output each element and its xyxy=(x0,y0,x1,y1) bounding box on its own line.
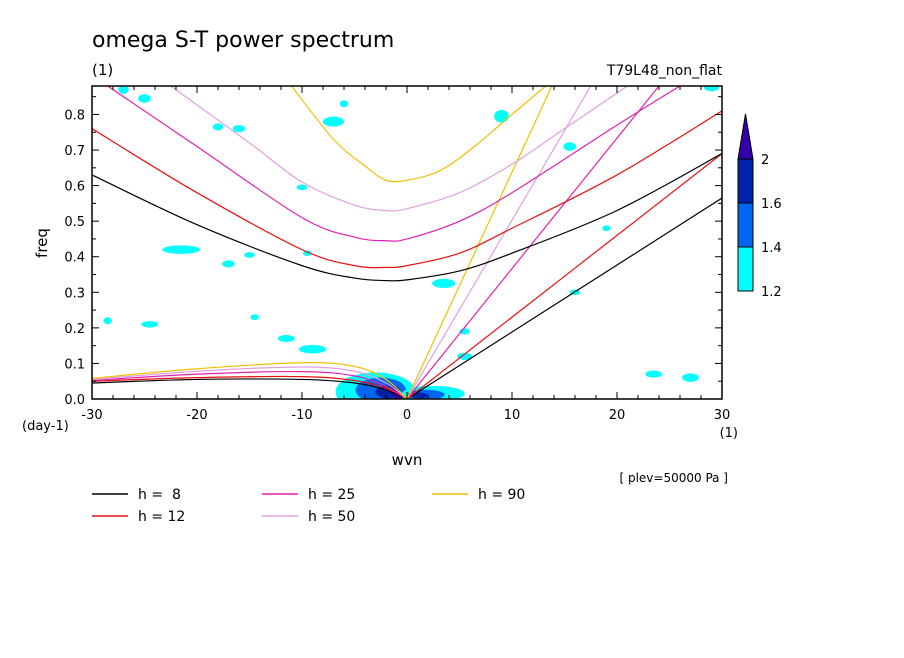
kelvin-curve-h50 xyxy=(406,86,592,399)
y-tick-label: 0.2 xyxy=(64,322,85,337)
er-n1-curve-h50 xyxy=(92,366,408,399)
y-tick-label: 0.8 xyxy=(64,108,85,123)
y-tick-label: 0.1 xyxy=(64,357,85,372)
colorbar-label: 1.2 xyxy=(761,285,782,300)
x-tick-label: 20 xyxy=(609,408,626,423)
power-patch xyxy=(432,278,456,289)
power-patch xyxy=(339,100,349,108)
colorbar-label: 2 xyxy=(761,153,769,168)
power-patch xyxy=(141,321,159,328)
y-tick-label: 0.5 xyxy=(64,215,85,230)
colorbar-segment xyxy=(737,158,754,204)
colorbar-arrow xyxy=(737,113,754,160)
ig-n1-curve-h8 xyxy=(92,153,722,282)
power-patch xyxy=(645,370,663,378)
power-patch xyxy=(563,142,577,151)
chart-subtitle-left: (1) xyxy=(92,61,113,79)
x-axis-unit: (1) xyxy=(720,426,738,441)
ig-n1-curve-h90 xyxy=(291,86,546,183)
y-tick-label: 0.6 xyxy=(64,180,85,195)
kelvin-curve-h8 xyxy=(406,197,722,399)
power-patch xyxy=(682,373,699,382)
legend-label: h = 90 xyxy=(478,487,525,503)
colorbar-segment xyxy=(737,246,754,292)
power-patch xyxy=(162,245,201,254)
plot-frame xyxy=(91,85,723,400)
y-axis-unit: (day-1) xyxy=(22,419,69,434)
x-tick-label: 30 xyxy=(714,408,731,423)
er-n1-curve-h12 xyxy=(92,375,408,399)
power-patch xyxy=(704,86,719,92)
er-n1-curve-h8 xyxy=(92,378,408,399)
power-patch xyxy=(494,109,509,123)
y-tick-label: 0.0 xyxy=(64,393,85,408)
kelvin-curve-h12 xyxy=(406,153,722,399)
dispersion-curves xyxy=(92,86,722,399)
legend-label: h = 25 xyxy=(308,487,355,503)
er-n1-curve-h90 xyxy=(92,362,408,399)
colorbar-label: 1.6 xyxy=(761,197,782,212)
chart-title: omega S-T power spectrum xyxy=(92,28,394,53)
x-tick-label: -20 xyxy=(186,408,207,423)
power-patch xyxy=(244,252,255,258)
power-patch xyxy=(118,86,129,94)
x-tick-label: -10 xyxy=(291,408,312,423)
power-patch xyxy=(138,94,151,103)
power-patch xyxy=(250,314,259,321)
colorbar-segment xyxy=(737,202,754,248)
er-n1-curve-h25 xyxy=(92,370,408,399)
plev-annotation: [ plev=50000 Pa ] xyxy=(619,471,728,485)
y-tick-label: 0.7 xyxy=(64,144,85,159)
ig-n1-curve-h25 xyxy=(107,86,681,242)
kelvin-curve-h90 xyxy=(406,86,553,399)
ig-n1-curve-h50 xyxy=(170,86,628,212)
power-patch xyxy=(298,344,327,354)
y-tick-label: 0.4 xyxy=(64,251,85,266)
legend: h = 8 h = 12 h = 25 h = 50 h = 90 xyxy=(92,487,525,525)
power-patch xyxy=(303,250,312,257)
power-patch xyxy=(457,352,473,360)
power-patch xyxy=(296,184,308,191)
power-patch xyxy=(277,334,295,343)
legend-label: h = 12 xyxy=(138,509,185,525)
x-tick-label: 0 xyxy=(403,408,411,423)
kelvin-curve-h25 xyxy=(406,86,660,399)
x-tick-label: -30 xyxy=(81,408,102,423)
x-axis-label: wvn xyxy=(392,451,423,469)
power-patch xyxy=(222,260,235,268)
legend-label: h = 50 xyxy=(308,509,355,525)
power-patches xyxy=(103,86,719,399)
power-patch xyxy=(602,225,611,232)
chart-subtitle-right: T79L48_non_flat xyxy=(606,63,723,79)
power-patch xyxy=(323,116,344,127)
legend-label: h = 8 xyxy=(138,487,181,503)
power-patch xyxy=(103,317,112,325)
y-tick-label: 0.3 xyxy=(64,286,85,301)
y-axis-ticks: 0.0 0.1 0.2 0.3 0.4 0.5 0.6 0.7 0.8 xyxy=(64,96,722,408)
colorbar: 1.2 1.4 1.6 2 xyxy=(737,113,782,300)
colorbar-label: 1.4 xyxy=(761,241,782,256)
power-patch xyxy=(232,125,246,133)
x-axis-ticks: -30 -20 -10 0 10 20 30 xyxy=(81,86,730,423)
ig-n1-curve-h12 xyxy=(92,110,722,269)
y-axis-label: freq xyxy=(33,228,51,258)
x-tick-label: 10 xyxy=(504,408,521,423)
power-patch xyxy=(212,123,224,131)
